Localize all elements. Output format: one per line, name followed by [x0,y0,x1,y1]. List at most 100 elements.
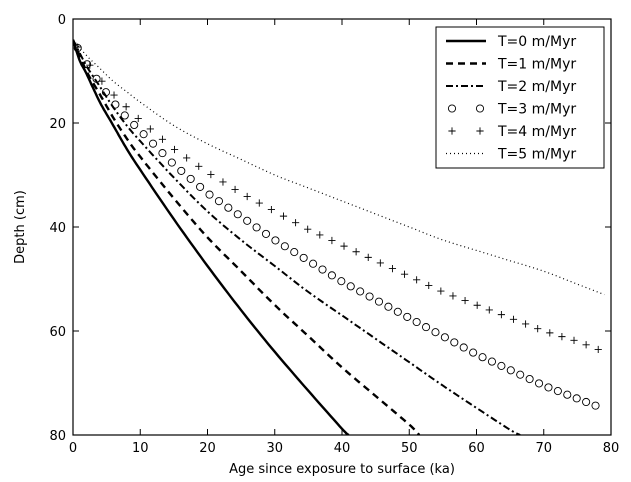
data-point [280,242,289,251]
legend-marker [448,127,456,135]
data-point [122,103,130,111]
data-point [591,401,600,410]
series-4 [74,43,602,354]
legend: T=0 m/Myr T=1 m/Myr T=2 m/Myr T=3 m/Myr T=4 … [435,26,605,169]
data-point [111,100,120,109]
x-tick-label: 60 [468,441,485,456]
data-point [167,158,176,167]
data-point [365,292,374,301]
legend-marker [476,127,484,135]
x-tick-label: 10 [132,441,149,456]
y-tick-label: 20 [49,117,66,132]
data-point [120,111,129,120]
data-point [440,333,449,342]
data-point [400,270,409,278]
data-point [516,370,525,379]
data-point [219,178,227,186]
data-point [177,166,186,175]
data-point [473,301,481,309]
data-point [594,345,602,354]
data-point [461,296,469,305]
data-point [534,379,544,388]
data-point [318,265,327,274]
data-point [413,276,421,284]
data-point [469,348,478,357]
data-point [388,265,397,273]
data-point [546,329,554,337]
legend-label: T=3 m/Myr [497,102,576,118]
data-point [534,325,542,333]
data-point [337,277,346,286]
data-point [158,149,167,158]
legend-item: T=0 m/Myr [446,34,576,50]
x-tick-label: 40 [334,441,351,456]
legend-label: T=5 m/Myr [497,147,576,163]
data-point [86,61,94,69]
data-point [74,43,82,51]
data-point [299,253,308,262]
data-point [291,219,300,227]
data-point [506,366,515,375]
data-point [316,231,324,239]
data-point [195,162,203,170]
x-tick-label: 50 [401,441,418,456]
series-line [73,39,350,435]
data-point [485,306,493,314]
data-point [309,259,318,268]
data-point [393,307,402,316]
data-point [207,170,215,179]
data-point [261,229,271,238]
legend-label: T=4 m/Myr [497,124,576,140]
data-point [544,383,553,392]
data-point [146,125,154,133]
legend-marker [475,104,485,113]
data-point [582,397,591,407]
data-point [243,192,251,201]
data-point [572,394,581,403]
x-tick-label: 30 [266,441,283,456]
data-point [134,114,142,123]
data-point [83,60,92,69]
legend-label: T=0 m/Myr [497,34,576,50]
series-3 [73,43,600,410]
data-point [384,302,393,311]
data-point [243,216,252,225]
data-point [582,341,590,349]
data-point [170,145,179,154]
data-point [521,320,530,328]
data-point [98,77,106,85]
data-point [231,185,239,194]
data-point [403,312,412,321]
data-point [92,74,101,83]
x-tick-label: 70 [535,441,552,456]
legend-item: T=2 m/Myr [446,79,576,95]
data-point [224,203,233,212]
data-point [158,135,167,143]
series-5 [73,39,605,296]
data-point [304,225,312,233]
data-point [255,199,263,207]
data-point [364,253,372,261]
y-tick-label: 80 [49,429,66,444]
y-tick-label: 60 [49,325,66,340]
legend-item: T=5 m/Myr [446,147,576,163]
data-point [214,197,223,206]
x-axis-title: Age since exposure to surface (ka) [229,462,455,477]
legend-label: T=1 m/Myr [497,57,576,73]
legend-label: T=2 m/Myr [497,79,576,95]
series-layer [73,39,605,435]
data-point [130,120,139,129]
y-tick-label: 0 [58,13,66,28]
data-point [459,343,468,352]
legend-box [435,26,605,169]
data-point [352,248,360,256]
data-point [183,154,191,162]
data-point [422,323,431,332]
y-tick-label: 40 [49,221,66,236]
series-line [73,39,605,296]
legend-item: T=1 m/Myr [446,57,576,73]
data-point [327,271,336,280]
data-point [252,223,261,232]
series-0 [73,39,350,435]
